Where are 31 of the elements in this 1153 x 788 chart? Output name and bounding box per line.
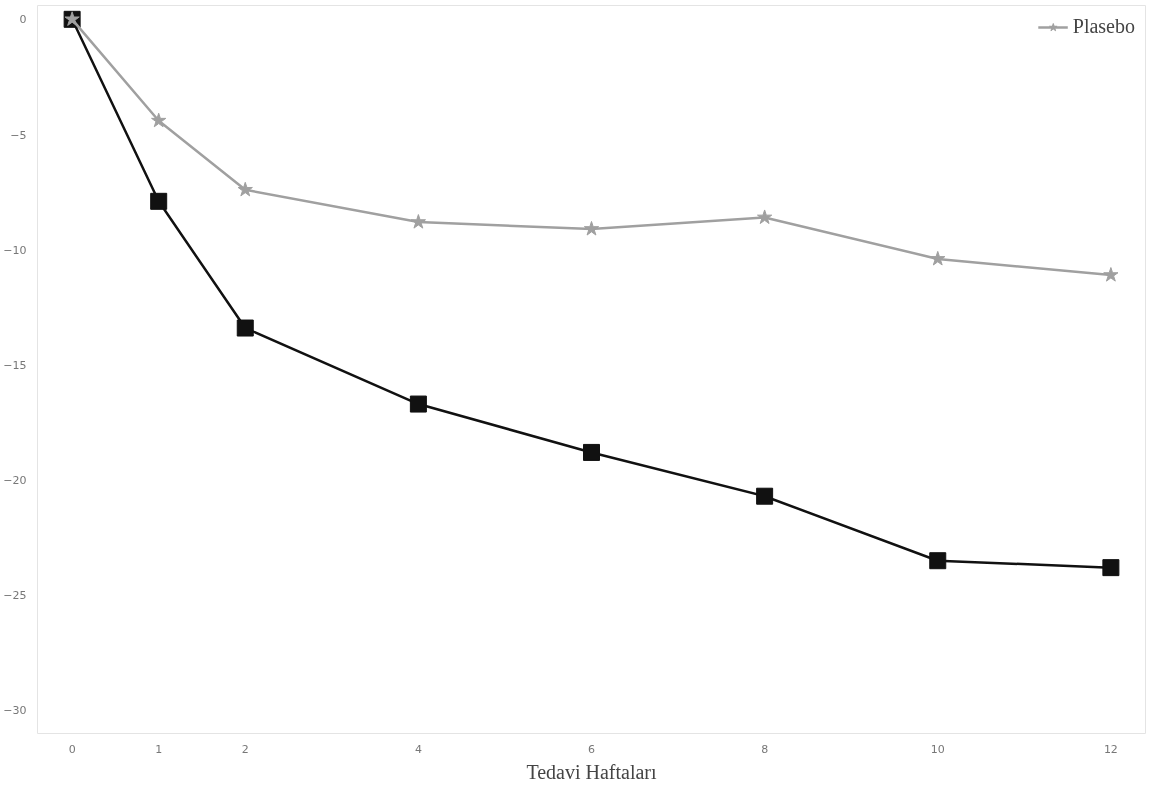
- y-tick-label: −25: [3, 589, 27, 603]
- y-tick-label: −10: [3, 243, 27, 257]
- y-tick-label: −5: [10, 128, 27, 142]
- point: [151, 112, 167, 128]
- point: [236, 319, 254, 337]
- point: [150, 192, 168, 210]
- point: [1102, 559, 1120, 577]
- x-tick-label: 4: [414, 742, 422, 756]
- point: [756, 487, 774, 505]
- y-tick-label: −20: [3, 474, 27, 488]
- point: [930, 250, 946, 266]
- x-tick-label: 12: [1103, 742, 1118, 756]
- x-tick-label: 1: [155, 742, 163, 756]
- point: [756, 209, 773, 225]
- x-tick-label: 2: [241, 742, 249, 756]
- point: [583, 443, 600, 461]
- point: [410, 214, 427, 229]
- x-tick-label: 10: [930, 742, 945, 756]
- point: [409, 395, 427, 413]
- legend-label: Plasebo: [1072, 15, 1135, 38]
- x-tick-label: 0: [68, 742, 76, 756]
- point: [237, 181, 253, 197]
- y-tick-label: 0: [19, 13, 27, 27]
- x-axis-title: Tedavi Haftaları: [526, 760, 658, 783]
- x-tick-label: 6: [588, 742, 595, 756]
- point: [583, 220, 600, 236]
- y-tick-label: −30: [3, 704, 27, 718]
- point: [929, 552, 947, 570]
- y-tick-label: −15: [3, 358, 27, 372]
- point: [1103, 267, 1119, 282]
- x-tick-label: 8: [761, 742, 769, 756]
